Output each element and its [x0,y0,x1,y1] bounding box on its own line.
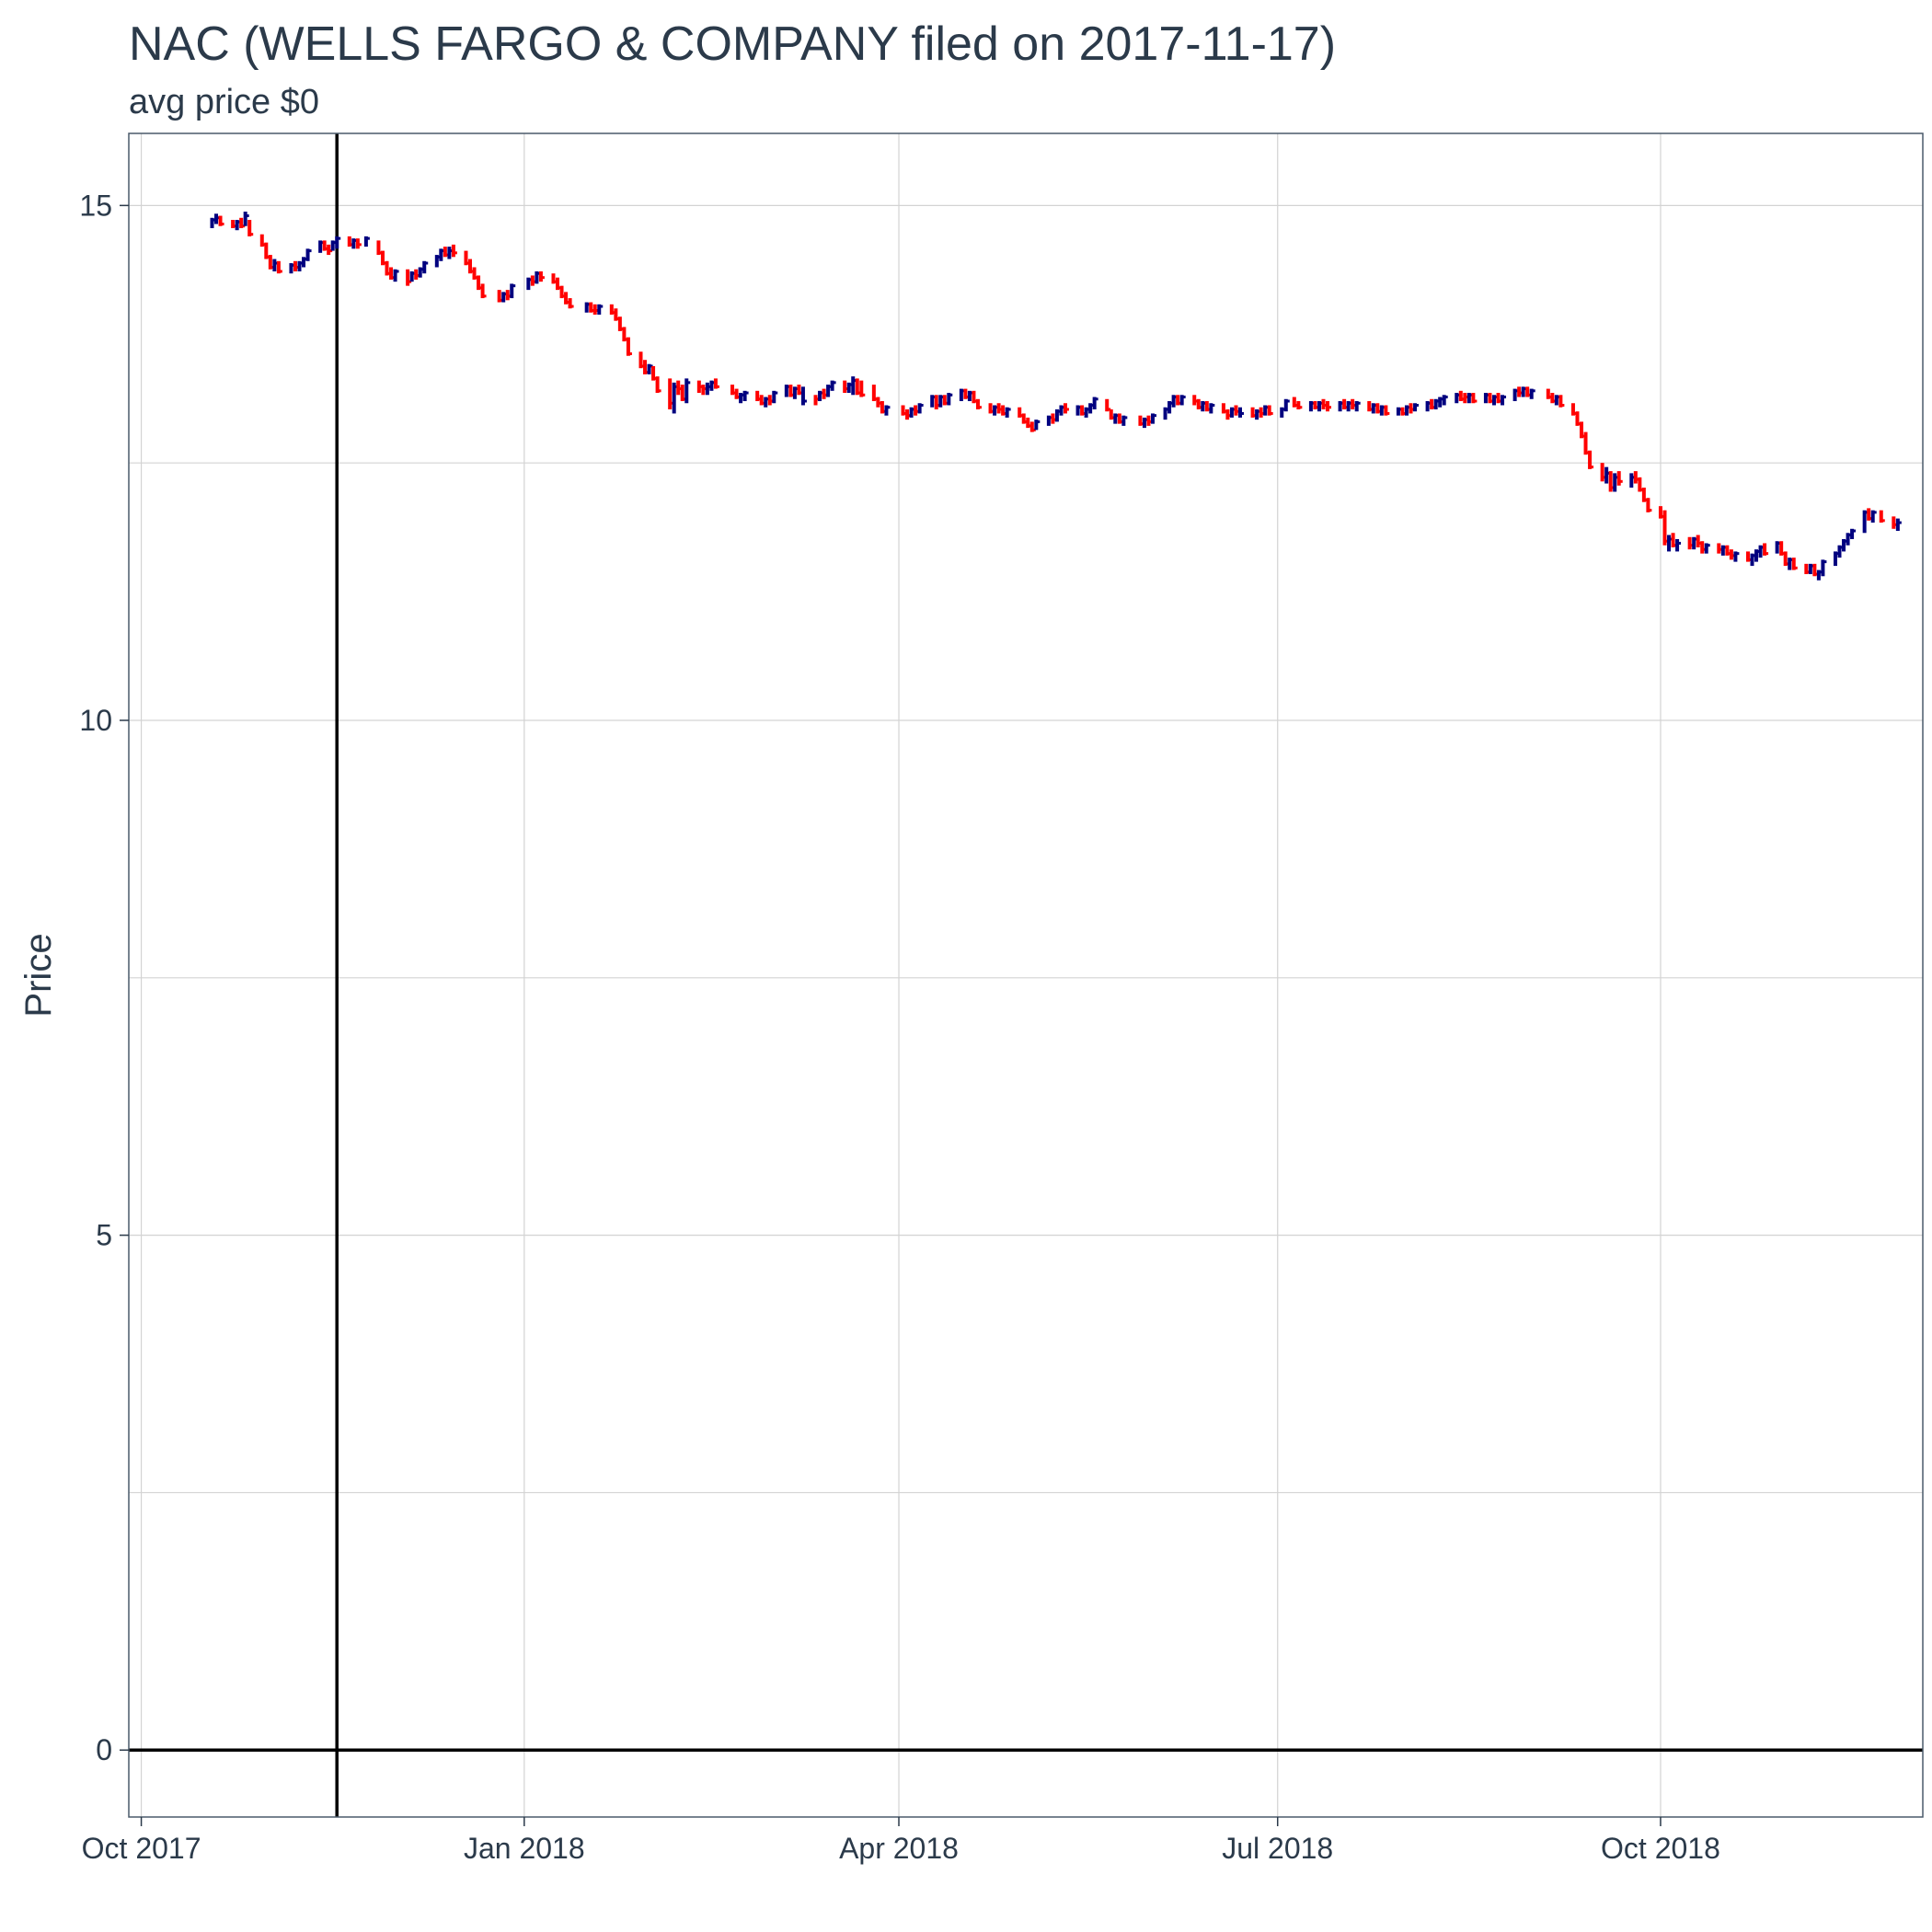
x-tick-label: Jul 2018 [1222,1832,1333,1865]
chart-title: NAC (WELLS FARGO & COMPANY filed on 2017… [129,17,1337,71]
ohlc-bar [1616,471,1623,486]
ohlc-bar [772,390,778,404]
ohlc-bar [1326,401,1332,412]
ohlc-bar [1471,393,1478,404]
ohlc-bar [884,405,891,416]
gridlines [129,133,1923,1817]
ohlc-bar [1791,558,1798,570]
ohlc-bar [1005,407,1011,418]
ohlc-bar [917,403,924,414]
y-tick-label: 15 [79,189,112,222]
y-axis-title: Price [18,933,59,1017]
ohlc-bar [713,378,719,389]
y-tick-label: 5 [96,1219,112,1252]
ohlc-bar [1821,559,1827,577]
ohlc-bar [243,212,249,226]
ohlc-bar [247,220,254,236]
ohlc-bar [1675,538,1682,552]
ohlc-bar [1354,401,1361,412]
ohlc-bars [210,212,1902,581]
ohlc-bar [1034,420,1041,431]
x-axis-ticks: Oct 2017 Jan 2018 Apr 2018 Jul 2018 Oct 2018 [82,1817,1720,1865]
ohlc-bar [1558,395,1565,408]
ohlc-bar [568,298,574,309]
ohlc-bar [684,378,691,404]
ohlc-bar [1529,388,1535,399]
x-tick-label: Oct 2018 [1601,1832,1720,1865]
ohlc-bar [1733,551,1740,562]
ohlc-bar [1121,415,1128,426]
ohlc-bar [355,238,362,249]
panel-border [128,132,1924,1818]
ohlc-bar [1850,528,1857,539]
ohlc-bar [538,270,545,282]
ohlc-bar [1895,518,1902,532]
x-tick-label: Jan 2018 [464,1832,585,1865]
ohlc-bar [1384,405,1390,416]
ohlc-bar [1209,403,1215,414]
ohlc-bar [830,380,836,391]
ohlc-bar [393,269,399,282]
markers [129,133,1923,1817]
ohlc-bar [363,236,370,247]
ohlc-bar [1092,397,1098,409]
ohlc-bar [218,215,224,226]
ohlc-bar [859,380,866,397]
ohlc-bar [947,393,953,406]
x-tick-label: Apr 2018 [839,1832,959,1865]
x-tick-label: Oct 2017 [82,1832,201,1865]
ohlc-bar [1296,401,1303,409]
ohlc-bar [1283,398,1290,412]
y-axis-ticks: 0 5 10 15 [79,189,129,1766]
ohlc-bar [510,283,516,299]
ohlc-bar [1267,405,1273,416]
ohlc-bar [1588,450,1594,469]
ohlc-bar [1501,395,1507,406]
ohlc-bar [1704,543,1710,554]
ohlc-bar [800,386,807,406]
ohlc-bar [1238,407,1245,418]
ohlc-bar [597,304,604,315]
y-tick-label: 0 [96,1733,112,1766]
ohlc-bar [655,376,661,394]
ohlc-bar [305,248,312,261]
ohlc-bar [1879,510,1885,523]
ohlc-bar [422,260,429,274]
ohlc-bar [742,390,749,402]
ohlc-bar [335,236,341,249]
ohlc-bar [626,337,632,356]
ohlc-bar [1763,543,1769,556]
ohlc-bar [1870,510,1877,523]
ohlc-bar [1646,498,1652,512]
ohlc-bar [1413,403,1420,412]
ohlc-bar [1442,395,1448,406]
ohlc-bar [480,283,487,299]
ohlc-bar [1150,413,1156,424]
ohlc-bar [451,244,457,258]
ohlc-bar [975,398,982,409]
ohlc-bar [1179,395,1186,406]
y-tick-label: 10 [79,704,112,737]
ohlc-bar [1063,403,1069,414]
chart-subtitle: avg price $0 [129,83,320,121]
ohlc-bar [276,260,282,274]
